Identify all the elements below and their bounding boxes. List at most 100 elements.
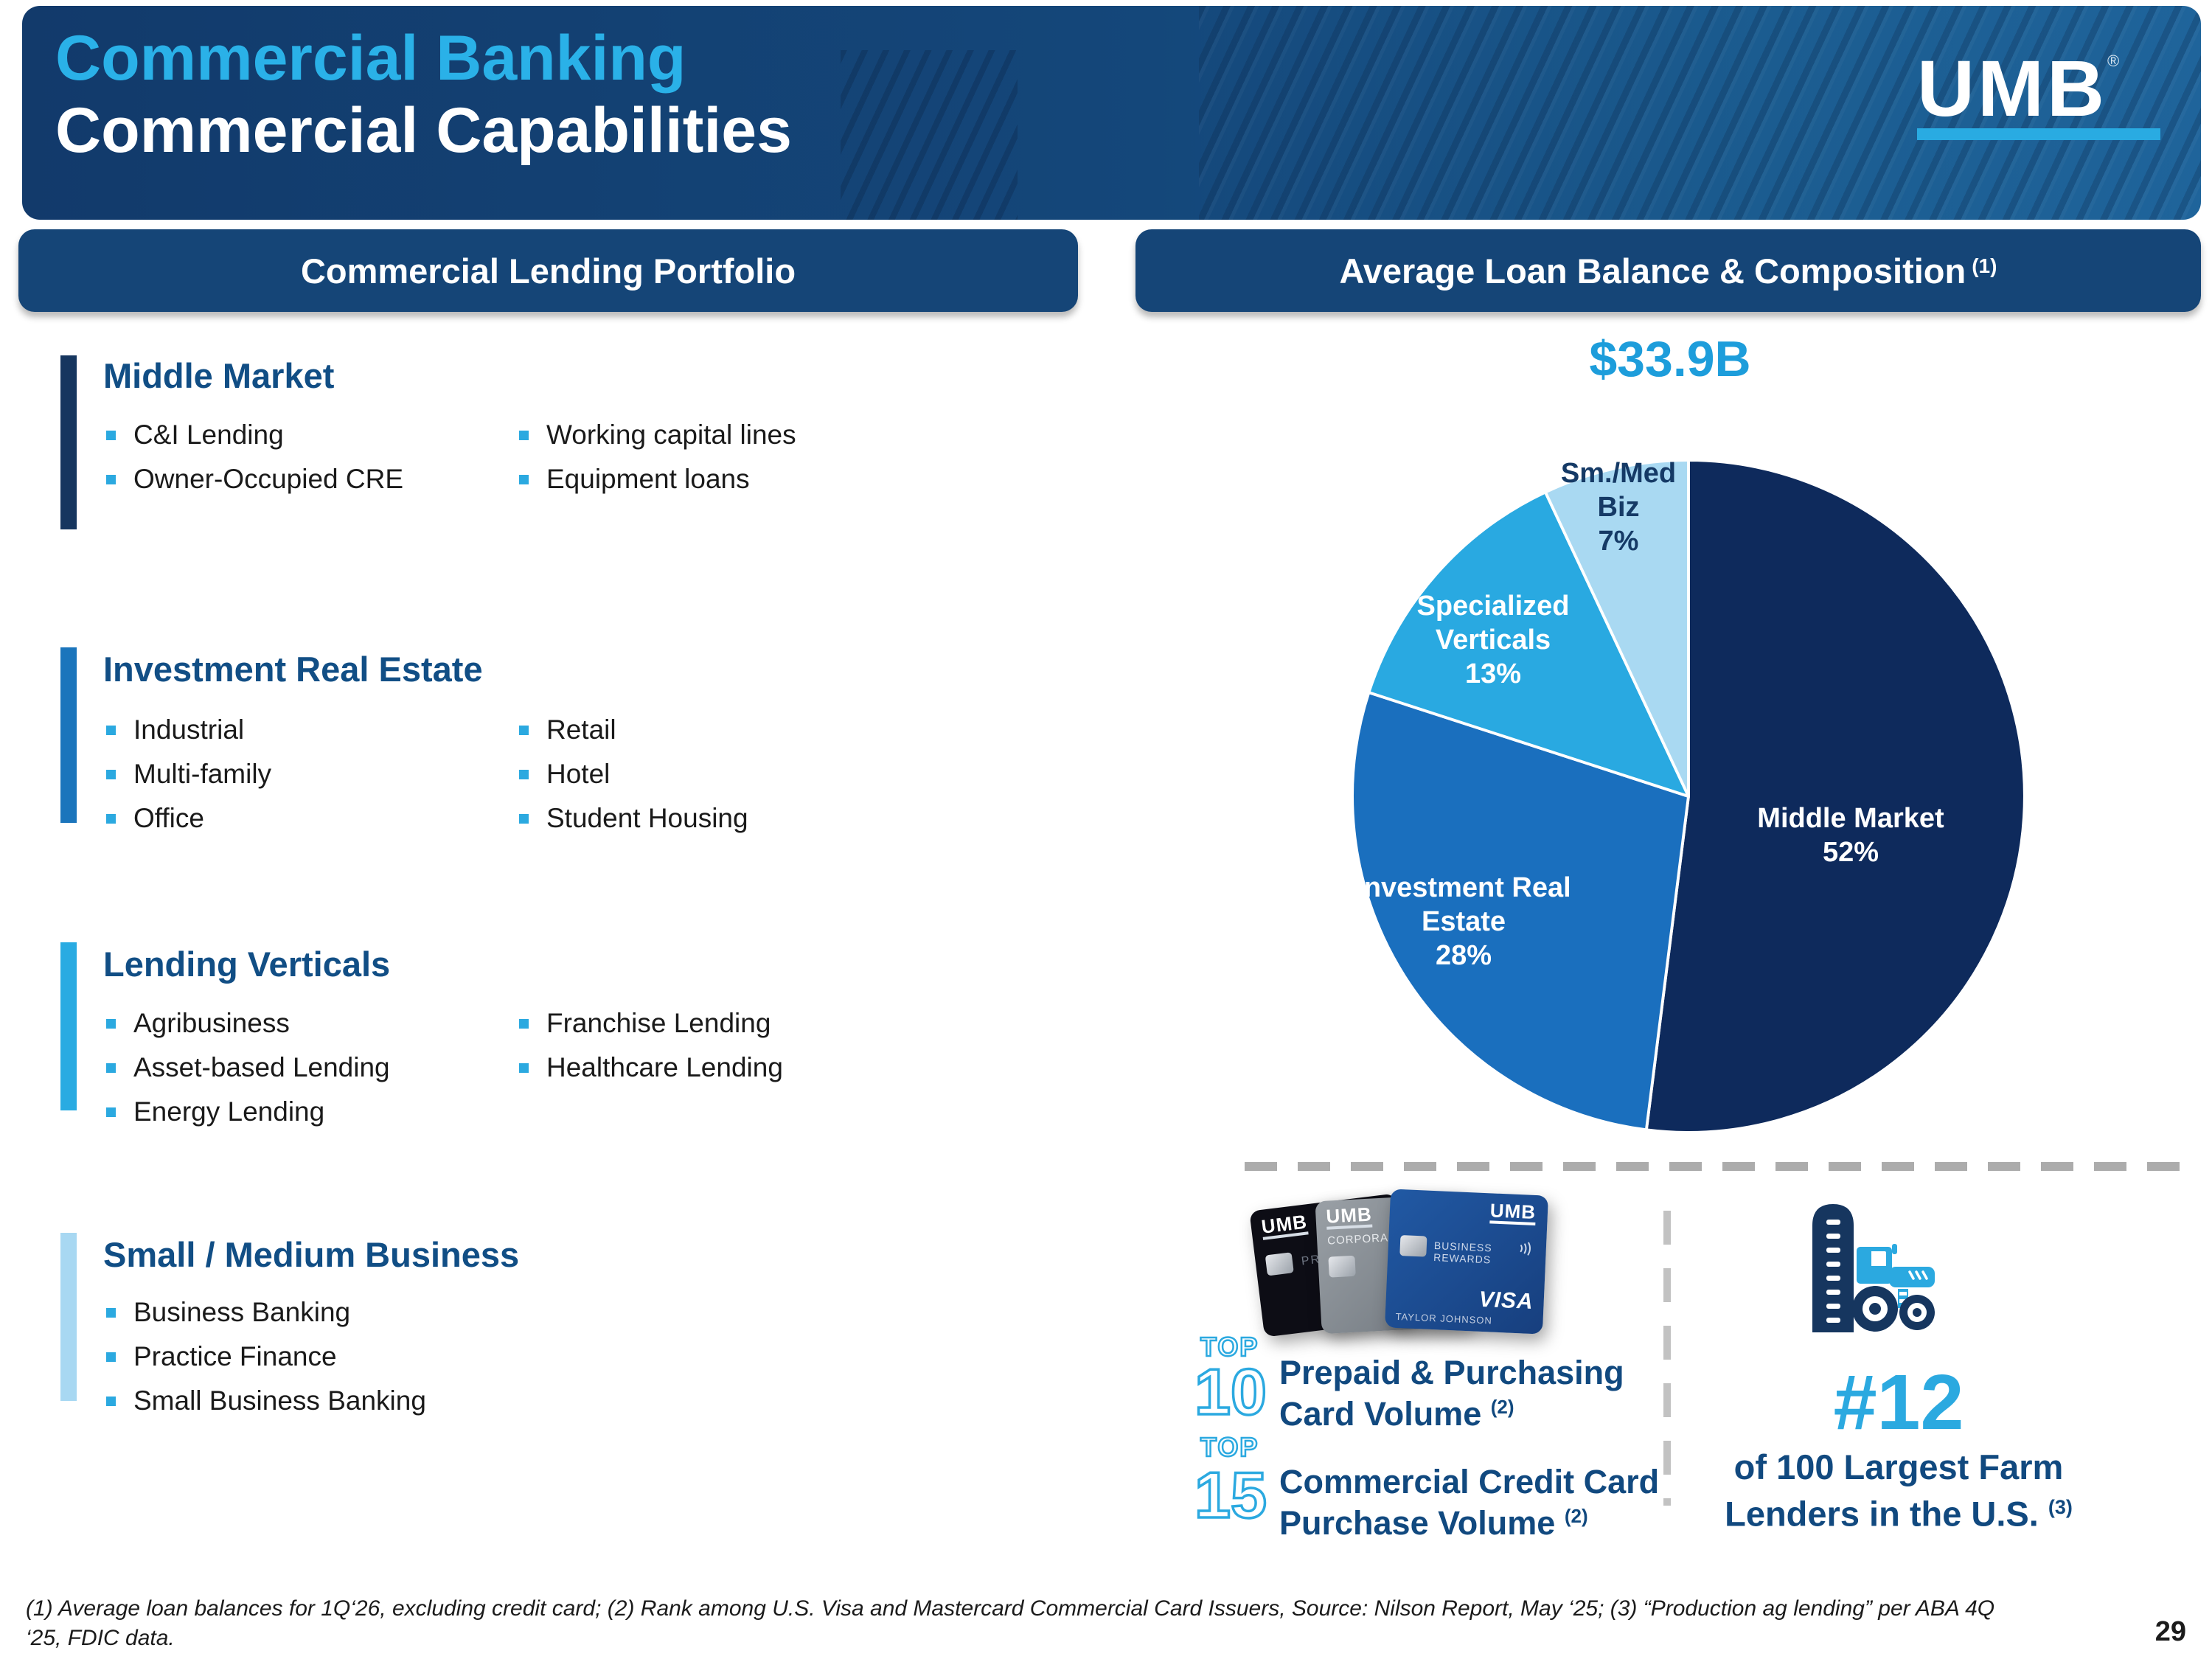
list-item: Industrial bbox=[106, 708, 271, 752]
slide-title: Commercial Banking Commercial Capabiliti… bbox=[55, 22, 792, 167]
dashed-divider-horizontal bbox=[1245, 1162, 2194, 1171]
bullet-square-icon bbox=[106, 1352, 116, 1362]
contactless-icon bbox=[1520, 1242, 1531, 1256]
bullet-square-icon bbox=[519, 1062, 529, 1073]
loan-composition-pie-chart bbox=[1331, 439, 2046, 1154]
bullet-column: Industrial Multi-family Office bbox=[106, 708, 271, 841]
bullet-square-icon bbox=[519, 813, 529, 824]
umb-logo-text: UMB bbox=[1917, 44, 2107, 133]
top10-number: 10 bbox=[1193, 1355, 1267, 1428]
section-accent-bar bbox=[60, 1233, 77, 1401]
left-panel-title-text: Commercial Lending Portfolio bbox=[300, 251, 796, 291]
umb-credit-cards-image: UMB PRI UMB CORPORA UMB BUSINESS REWARDS… bbox=[1249, 1189, 1563, 1347]
section-accent-bar bbox=[60, 647, 77, 823]
dashed-divider-vertical bbox=[1663, 1211, 1671, 1506]
footnote: (1) Average loan balances for 1Q‘26, exc… bbox=[26, 1596, 1995, 1650]
list-item: Working capital lines bbox=[519, 413, 796, 457]
pie-slice-sm-med-biz bbox=[1543, 459, 1690, 798]
list-item-label: Multi-family bbox=[133, 759, 272, 789]
list-item-label: Student Housing bbox=[546, 803, 748, 833]
farm-lender-rank: #12 bbox=[1833, 1359, 1964, 1446]
bullet-square-icon bbox=[519, 474, 529, 484]
list-item: Business Banking bbox=[106, 1290, 426, 1335]
list-item-label: Office bbox=[133, 803, 204, 833]
section-middle-market: Middle Market C&I Lending Owner-Occupied… bbox=[60, 355, 1085, 529]
card-brand: UMB bbox=[1260, 1210, 1309, 1241]
section-small-medium-business: Small / Medium Business Business Banking… bbox=[60, 1233, 1085, 1416]
bullet-square-icon bbox=[106, 1018, 116, 1029]
pie-label-specialized-verticals: Specialized Verticals 13% bbox=[1416, 591, 1570, 689]
top10-caption: Prepaid & Purchasing Card Volume (2) bbox=[1279, 1354, 1624, 1433]
bullet-square-icon bbox=[106, 430, 116, 440]
card-chip-icon bbox=[1328, 1255, 1356, 1278]
card-chip-icon bbox=[1265, 1252, 1294, 1276]
top15-caption: Commercial Credit Card Purchase Volume (… bbox=[1279, 1463, 1660, 1542]
card-holder-name: TAYLOR JOHNSON bbox=[1395, 1310, 1493, 1326]
list-item-label: Business Banking bbox=[133, 1297, 351, 1327]
bullet-square-icon bbox=[519, 725, 529, 735]
list-item-label: Small Business Banking bbox=[133, 1385, 426, 1416]
list-item-label: Retail bbox=[546, 714, 616, 745]
umb-logo: UMB® bbox=[1917, 49, 2183, 140]
bullet-column: Working capital lines Equipment loans bbox=[519, 413, 796, 501]
card-label: CORPORA bbox=[1326, 1231, 1389, 1248]
list-item-label: Practice Finance bbox=[133, 1341, 337, 1371]
card-brand: UMB bbox=[1326, 1203, 1373, 1230]
right-panel-title-text: Average Loan Balance & Composition bbox=[1339, 251, 1966, 291]
list-item: Owner-Occupied CRE bbox=[106, 457, 403, 501]
right-panel-title: Average Loan Balance & Composition (1) bbox=[1135, 229, 2201, 312]
header-stripe-pattern bbox=[1198, 6, 2201, 220]
top15-footnote-ref: (2) bbox=[1564, 1505, 1588, 1527]
list-item: Hotel bbox=[519, 752, 748, 796]
top15-number: 15 bbox=[1193, 1458, 1267, 1531]
list-item: Franchise Lending bbox=[519, 1001, 783, 1046]
slide-header-banner bbox=[22, 6, 2201, 220]
bullet-column: Business Banking Practice Finance Small … bbox=[106, 1290, 426, 1423]
list-item-label: Hotel bbox=[546, 759, 611, 789]
list-item: Multi-family bbox=[106, 752, 271, 796]
umb-logo-underline bbox=[1917, 128, 2160, 140]
bullet-column: C&I Lending Owner-Occupied CRE bbox=[106, 413, 403, 501]
list-item: Equipment loans bbox=[519, 457, 796, 501]
pie-label-investment-real-estate: Investment Real Estate 28% bbox=[1356, 872, 1571, 971]
bullet-square-icon bbox=[106, 1307, 116, 1318]
left-panel-title: Commercial Lending Portfolio bbox=[18, 229, 1078, 312]
list-item-label: Asset-based Lending bbox=[133, 1052, 390, 1082]
pie-label-sm-med-biz: Sm./Med Biz 7% bbox=[1560, 458, 1677, 557]
bullet-square-icon bbox=[106, 769, 116, 779]
section-heading: Investment Real Estate bbox=[103, 650, 483, 689]
slide-title-line1: Commercial Banking bbox=[55, 23, 686, 94]
list-item: Student Housing bbox=[519, 796, 748, 841]
list-item-label: Healthcare Lending bbox=[546, 1052, 783, 1082]
top10-footnote-ref: (2) bbox=[1490, 1396, 1514, 1418]
registered-mark-icon: ® bbox=[2107, 52, 2120, 70]
pie-slice-specialized-verticals bbox=[1367, 490, 1690, 798]
top10-prefix: TOP bbox=[1200, 1331, 1259, 1363]
section-accent-bar bbox=[60, 942, 77, 1110]
section-heading: Lending Verticals bbox=[103, 945, 391, 984]
bullet-square-icon bbox=[106, 1062, 116, 1073]
bullet-square-icon bbox=[519, 430, 529, 440]
farm-footnote-ref: (3) bbox=[2048, 1496, 2073, 1518]
list-item: C&I Lending bbox=[106, 413, 403, 457]
visa-logo: VISA bbox=[1478, 1287, 1534, 1314]
list-item: Small Business Banking bbox=[106, 1379, 426, 1423]
bullet-square-icon bbox=[106, 813, 116, 824]
pie-chart-svg bbox=[1351, 459, 2026, 1134]
bullet-column: Franchise Lending Healthcare Lending bbox=[519, 1001, 783, 1090]
card-brand: UMB bbox=[1489, 1199, 1537, 1226]
bullet-square-icon bbox=[106, 725, 116, 735]
bullet-square-icon bbox=[106, 1396, 116, 1406]
section-accent-bar bbox=[60, 355, 77, 529]
pie-label-middle-market: Middle Market 52% bbox=[1757, 803, 1944, 868]
list-item-label: Working capital lines bbox=[546, 420, 796, 450]
list-item-label: Energy Lending bbox=[133, 1096, 325, 1127]
section-investment-real-estate: Investment Real Estate Industrial Multi-… bbox=[60, 647, 1085, 833]
list-item-label: Franchise Lending bbox=[546, 1008, 771, 1038]
bullet-column: Retail Hotel Student Housing bbox=[519, 708, 748, 841]
list-item: Office bbox=[106, 796, 271, 841]
list-item-label: Equipment loans bbox=[546, 464, 750, 494]
section-heading: Middle Market bbox=[103, 356, 335, 395]
card-business-rewards: UMB BUSINESS REWARDS VISA TAYLOR JOHNSON bbox=[1385, 1189, 1548, 1335]
list-item-label: C&I Lending bbox=[133, 420, 284, 450]
